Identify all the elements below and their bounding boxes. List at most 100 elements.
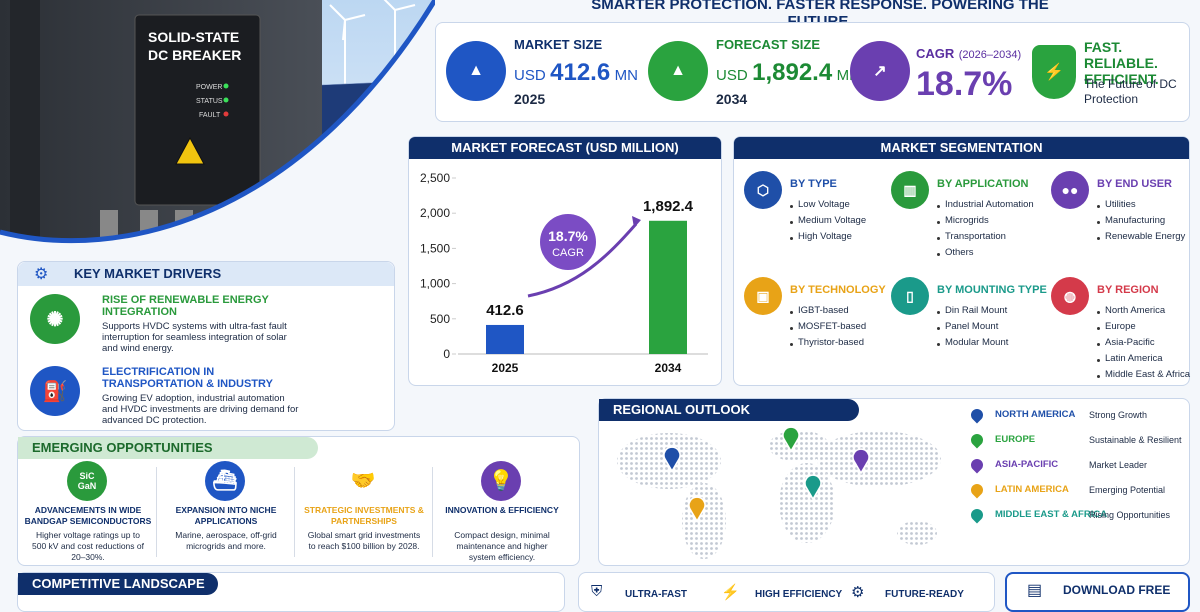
segment-item: Utilities (1105, 199, 1136, 210)
device-label: SOLID-STATE (148, 29, 239, 45)
kpi-title: CAGR (916, 46, 955, 61)
divider (156, 467, 157, 557)
kpi-icon: ▲ (648, 41, 708, 101)
hero-image: SOLID-STATE DC BREAKER POWER STATUS FAUL… (0, 0, 435, 258)
region-outlook: Strong Growth (1089, 410, 1148, 420)
kpi-icon: ▲ (446, 41, 506, 101)
opportunity-icon: 💡 (481, 461, 521, 501)
feature-label: HIGH EFFICIENCY (755, 589, 843, 600)
driver-text: Growing EV adoption, industrial automati… (102, 393, 299, 426)
segment-item: IGBT-based (798, 305, 849, 316)
panel-header: EMERGING OPPORTUNITIES (18, 437, 318, 459)
region-name: MIDDLE EAST & AFRICA (995, 509, 1108, 520)
segment-title: BY TYPE (790, 178, 837, 190)
kpi-unit: MN (614, 67, 638, 84)
world-map (617, 426, 941, 559)
bullet (1097, 327, 1100, 330)
bullet (1097, 359, 1100, 362)
bullet (1097, 311, 1100, 314)
bullet (790, 237, 793, 240)
opportunity-text: Compact design, minimal maintenance and … (454, 530, 550, 562)
y-tick-label: 500 (430, 312, 450, 326)
bullet (790, 311, 793, 314)
map-pin (782, 426, 800, 453)
segment-item: Low Voltage (798, 199, 850, 210)
opportunity-text: Higher voltage ratings up to 500 kV and … (32, 530, 144, 562)
panel-header: MARKET SEGMENTATION (734, 137, 1189, 159)
divider (294, 467, 295, 557)
segment-item: Middle East & Africa (1105, 369, 1191, 380)
gear-icon: ⚙ (34, 266, 49, 283)
icon-text: SiC (79, 471, 95, 481)
feature-icon: ⛨ (591, 583, 603, 600)
panel-header: MARKET FORECAST (USD MILLION) (409, 137, 721, 159)
driver-text: Supports HVDC systems with ultra-fast fa… (102, 321, 287, 354)
segment-item: North America (1105, 305, 1166, 316)
segment-item: Asia-Pacific (1105, 337, 1155, 348)
forecast-chart: 0 500 1,000 1,500 2,000 2,500 412.6 2025 1,892.4… (420, 171, 708, 375)
indicator-label: STATUS (196, 98, 223, 105)
download-icon: ▤ (1027, 582, 1043, 599)
map-pin (663, 446, 681, 473)
segment-title: BY MOUNTING TYPE (937, 284, 1047, 296)
bullet (1097, 375, 1100, 378)
opportunity-text: Global smart grid investments to reach $… (307, 530, 421, 551)
kpi-title: FORECAST SIZE (716, 37, 821, 52)
opportunity-icon: SiC GaN (67, 461, 107, 501)
segment-item: Medium Voltage (798, 215, 867, 226)
panel-header-bg (18, 262, 394, 286)
kpi-period: (2026–2034) (958, 49, 1022, 61)
opportunity-title: EXPANSION INTO NICHE APPLICATIONS (175, 505, 277, 526)
driver-title: RISE OF RENEWABLE ENERGY INTEGRATION (102, 294, 269, 318)
segment-icon: ▯ (891, 277, 929, 315)
segmentation-panel: MARKET SEGMENTATION ⬡ BY TYPE Low Voltage M… (733, 136, 1190, 386)
competitive-panel: COMPETITIVE LANDSCAPE (17, 572, 565, 612)
kpi-title: MARKET SIZE (514, 37, 603, 52)
segment-icon: ◍ (1051, 277, 1089, 315)
kpi-year: 2034 (716, 91, 748, 107)
arrow-head (632, 216, 641, 228)
cagr-value: 18.7% (548, 228, 588, 244)
bullet (937, 237, 940, 240)
bullet (790, 205, 793, 208)
driver-icon: ✺ (30, 294, 80, 344)
segment-title: BY REGION (1097, 284, 1159, 296)
panel-header: COMPETITIVE LANDSCAPE (18, 573, 218, 595)
promise-text: The Future of DC Protection (1084, 77, 1177, 106)
bullet (1097, 237, 1100, 240)
segment-item: MOSFET-based (798, 321, 867, 332)
segment-title: BY END USER (1097, 178, 1172, 190)
opportunity-title: INNOVATION & EFFICIENCY (445, 505, 559, 515)
x-tick-label: 2025 (492, 361, 519, 375)
segment-item: Thyristor-based (798, 337, 864, 348)
download-button[interactable]: ▤ DOWNLOAD FREE (1005, 572, 1190, 612)
region-name: NORTH AMERICA (995, 409, 1076, 420)
feature-icon: ⚡ (721, 584, 740, 601)
segment-icon: ●● (1051, 171, 1089, 209)
segment-icon: ▥ (891, 171, 929, 209)
segment-item: Others (945, 247, 974, 258)
bullet (937, 327, 940, 330)
y-tick-label: 1,000 (420, 277, 450, 291)
region-outlook: Market Leader (1089, 460, 1148, 470)
opportunities-panel: EMERGING OPPORTUNITIES SiC GaN ADVANCEMENT… (17, 436, 580, 566)
segment-title: BY APPLICATION (937, 178, 1029, 190)
bullet (937, 205, 940, 208)
segment-icon: ▣ (744, 277, 782, 315)
region-pin (968, 406, 986, 424)
indicator-label: POWER (196, 84, 222, 91)
shield-icon: ⚡ (1032, 45, 1076, 99)
kpi-value: 1,892.4 (752, 59, 833, 86)
region-outlook: Rising Opportunities (1089, 510, 1171, 520)
feature-label: FUTURE-READY (885, 589, 964, 600)
value-label: 412.6 (486, 302, 524, 319)
region-pin (968, 506, 986, 524)
regional-panel: REGIONAL OUTLOOK NORTH AMERICA Strong Gro… (598, 398, 1190, 566)
segment-item: Industrial Automation (945, 199, 1034, 210)
region-name: ASIA-PACIFIC (995, 459, 1059, 470)
bullet (790, 327, 793, 330)
kpi-value: 412.6 (550, 59, 611, 86)
segment-item: Modular Mount (945, 337, 1009, 348)
kpi-value-row: USD 1,892.4 MN (716, 59, 860, 87)
panel-header: KEY MARKET DRIVERS (74, 266, 222, 281)
